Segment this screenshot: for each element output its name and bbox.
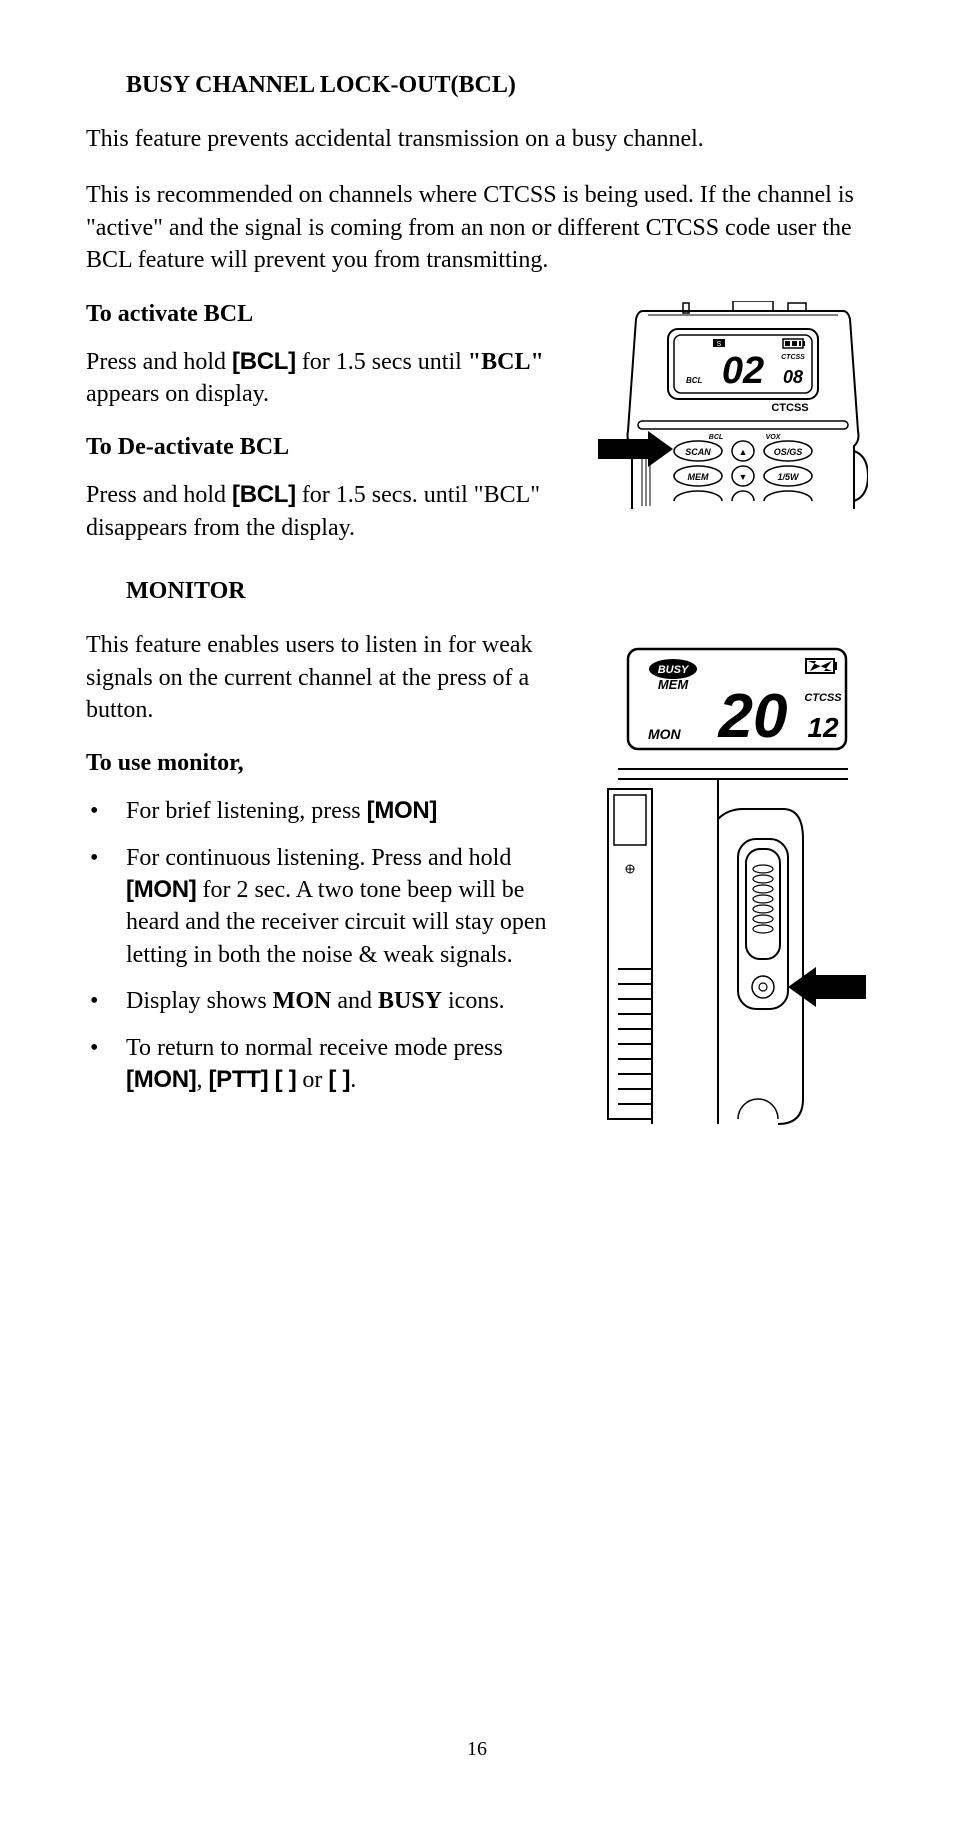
text: icons. [442, 988, 505, 1014]
list-item: • For brief listening, press [MON] [90, 795, 570, 827]
mem-button: MEM [688, 472, 710, 482]
monitor-para: This feature enables users to listen in … [86, 629, 570, 726]
text: Display shows [126, 988, 273, 1014]
bcl-heading: BUSY CHANNEL LOCK-OUT(BCL) [126, 72, 868, 99]
pointer-arrow-icon [788, 967, 866, 1007]
activate-bcl-heading: To activate BCL [86, 301, 570, 328]
vox-small-label: VOX [766, 434, 782, 441]
text: Press and hold [86, 482, 232, 508]
bcl-button-ref: [BCL] [232, 481, 296, 508]
bcl-display-text: "BCL" [468, 349, 544, 375]
bcl-button-ref: [BCL] [232, 348, 296, 375]
text: and [331, 988, 378, 1014]
bullet-icon: • [90, 1032, 126, 1097]
down-arrow-button: ▼ [739, 472, 748, 482]
text: , [196, 1067, 208, 1093]
mon-button-ref: [MON] [367, 797, 437, 824]
list-item: • For continuous listening. Press and ho… [90, 842, 570, 972]
15w-button: 1/5W [777, 472, 800, 482]
ctcss-indicator: CTCSS [804, 692, 842, 704]
text: For brief listening, press [126, 798, 367, 824]
activate-bcl-text: Press and hold [BCL] for 1.5 secs until … [86, 346, 570, 411]
osgs-button: OS/GS [774, 447, 803, 457]
text: or [296, 1067, 328, 1093]
bullet-icon: • [90, 985, 126, 1017]
text: . [350, 1067, 356, 1093]
ptt-button-ref: [PTT] [ ] [208, 1066, 296, 1093]
bcl-para-1: This feature prevents accidental transmi… [86, 123, 868, 155]
mon-button-ref: [MON] [126, 1066, 196, 1093]
lcd-s-icon: S [717, 341, 722, 348]
text: for 1.5 secs until [296, 349, 468, 375]
ctcss-label: CTCSS [771, 402, 808, 414]
list-item: • Display shows MON and BUSY icons. [90, 985, 570, 1017]
mem-indicator: MEM [658, 677, 690, 692]
bullet-icon: • [90, 842, 126, 972]
monitor-bullets: • For brief listening, press [MON] • For… [86, 795, 570, 1096]
mon-icon-ref: MON [273, 988, 332, 1014]
deactivate-bcl-heading: To De-activate BCL [86, 434, 570, 461]
monitor-heading: MONITOR [126, 578, 868, 605]
text: appears on display. [86, 381, 269, 407]
lcd-main-number: 20 [718, 682, 788, 751]
figure-bcl-radio: S 02 BCL 08 CTCSS CTCSS BCL VOX [588, 301, 868, 511]
list-item: • To return to normal receive mode press… [90, 1032, 570, 1097]
scan-button: SCAN [685, 447, 711, 457]
deactivate-bcl-text: Press and hold [BCL] for 1.5 secs. until… [86, 479, 570, 544]
lcd-bcl-indicator: BCL [686, 376, 703, 385]
text: To return to normal receive mode press [126, 1035, 503, 1061]
text: For continuous listening. Press and hold [126, 845, 511, 871]
button-ref: [ ] [328, 1066, 350, 1093]
lcd-ctcss-small: CTCSS [781, 354, 805, 361]
lcd-sub-number: 12 [807, 712, 839, 743]
mon-indicator: MON [648, 726, 682, 742]
busy-indicator: BUSY [658, 664, 690, 676]
text: Press and hold [86, 349, 232, 375]
lcd-sub-number: 08 [783, 367, 803, 387]
figure-monitor-radio: BUSY MEM 20 MON CTCSS 12 [588, 639, 868, 1129]
mon-button-ref: [MON] [126, 876, 196, 903]
bullet-icon: • [90, 795, 126, 827]
lcd-main-number: 02 [722, 350, 764, 392]
pointer-arrow-icon [598, 431, 673, 467]
bcl-small-label: BCL [709, 434, 723, 441]
busy-icon-ref: BUSY [378, 988, 442, 1014]
up-arrow-button: ▲ [739, 447, 748, 457]
bcl-para-2: This is recommended on channels where CT… [86, 179, 868, 276]
use-monitor-heading: To use monitor, [86, 750, 570, 777]
page-number: 16 [0, 1738, 954, 1761]
